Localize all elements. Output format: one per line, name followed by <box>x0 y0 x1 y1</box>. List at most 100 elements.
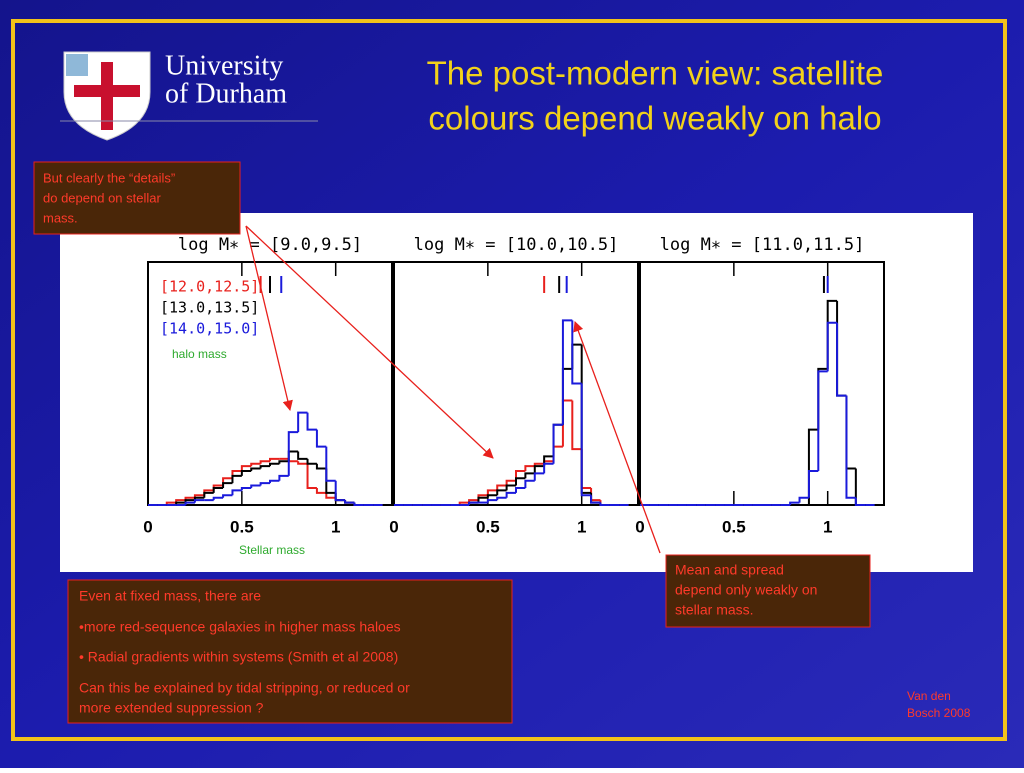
histogram-step <box>269 457 280 462</box>
callout-text: Mean and spread <box>675 562 784 578</box>
panel-title: log M∗ = [9.0,9.5] <box>178 235 362 255</box>
note-text: • Radial gradients within systems (Smith… <box>79 649 398 665</box>
histogram-step <box>826 321 838 372</box>
x-tick-label: 0 <box>143 517 152 536</box>
histogram-step <box>193 499 205 503</box>
x-tick-label: 0 <box>389 517 398 536</box>
histogram-step <box>486 494 498 498</box>
histogram-step <box>315 487 327 494</box>
histogram-step <box>789 501 800 505</box>
histogram-step <box>798 496 809 503</box>
histogram-step <box>543 462 554 474</box>
panel-title: log M∗ = [11.0,11.5] <box>660 235 865 255</box>
x-axis-label: Stellar mass <box>239 543 305 557</box>
histogram-step <box>496 496 507 501</box>
charts: log M∗ = [9.0,9.5] 0 0.5 1 [12.0,12.5] [13.0,… <box>143 235 885 557</box>
histogram-step <box>817 370 828 471</box>
logo: University of Durham <box>60 50 318 141</box>
histogram-step <box>353 502 364 506</box>
histogram-step <box>854 497 866 506</box>
histogram-step <box>468 501 479 505</box>
legend-entry: [14.0,15.0] <box>160 320 259 338</box>
histogram-step <box>315 429 327 448</box>
histogram-step <box>240 465 252 471</box>
histogram-step <box>306 458 317 465</box>
histogram-step <box>269 479 280 484</box>
histogram-step <box>845 395 856 499</box>
histogram-step <box>231 489 242 496</box>
histogram-step <box>297 451 308 460</box>
histogram-step <box>325 492 336 499</box>
notes-box <box>67 579 513 724</box>
histogram-step <box>222 482 233 488</box>
plot-frame <box>147 261 393 506</box>
histogram-step <box>524 479 535 488</box>
histogram-step <box>533 465 545 474</box>
note-text: Can this be explained by tidal stripping… <box>79 680 410 696</box>
callout-text: But clearly the “details” <box>43 170 175 185</box>
histogram-step <box>306 412 317 431</box>
histogram-step <box>231 474 242 484</box>
histogram-step <box>836 322 847 397</box>
histogram-step <box>297 461 308 465</box>
histogram-step <box>486 489 498 496</box>
x-tick-label: 0 <box>635 517 644 536</box>
histogram-step <box>259 460 270 464</box>
histogram-step <box>515 486 526 493</box>
histogram-step <box>259 482 270 486</box>
histogram-step <box>496 484 507 491</box>
histogram-step <box>250 484 261 488</box>
logo-text: of Durham <box>165 78 287 109</box>
histogram-step <box>269 462 280 467</box>
histogram-step <box>212 496 224 501</box>
x-tick-label: 1 <box>823 517 832 536</box>
histogram-step <box>571 400 582 451</box>
histogram-step <box>496 489 507 496</box>
histogram-step <box>240 486 252 491</box>
plot-frame <box>393 261 639 506</box>
note-text: •more red-sequence galaxies in higher ma… <box>79 619 401 635</box>
histogram-step <box>505 484 516 491</box>
histogram-step <box>344 500 355 504</box>
credit: Van den <box>907 689 951 703</box>
histogram-step <box>250 467 261 471</box>
histogram-step <box>297 411 308 433</box>
legend-title: halo mass <box>172 347 227 361</box>
x-tick-label: 0.5 <box>476 517 500 536</box>
x-tick-label: 1 <box>331 517 340 536</box>
histogram-step <box>515 477 526 486</box>
histogram-step <box>599 502 610 506</box>
histogram-step <box>334 480 346 502</box>
frame <box>11 19 1007 741</box>
histogram-step <box>184 501 195 505</box>
callout-text: mass. <box>43 210 78 225</box>
histogram-step <box>477 496 488 503</box>
histogram-step <box>505 479 516 486</box>
callout-text: stellar mass. <box>675 602 754 618</box>
callout-box <box>33 161 241 235</box>
histogram-step <box>250 462 261 467</box>
histogram-step <box>259 465 270 469</box>
histogram-step <box>287 431 299 476</box>
histogram-step <box>203 491 214 498</box>
histogram-step <box>524 472 535 479</box>
credit: Bosch 2008 <box>907 706 971 720</box>
note-text: more extended suppression ? <box>79 700 264 716</box>
histogram-step <box>212 486 224 493</box>
x-tick-label: 0.5 <box>722 517 746 536</box>
histogram-step <box>315 463 327 470</box>
slide-title: The post-modern view: satellite <box>427 55 884 92</box>
histogram-step <box>580 383 592 497</box>
x-tick-label: 1 <box>577 517 586 536</box>
callout-text: depend only weakly on <box>675 582 817 598</box>
histogram-step <box>561 319 573 425</box>
histogram-step <box>524 465 535 471</box>
histogram-step <box>222 494 233 498</box>
panel-title: log M∗ = [10.0,10.5] <box>414 235 619 255</box>
histogram-step <box>486 499 498 503</box>
histogram-step <box>325 446 336 482</box>
histogram-step <box>571 320 582 385</box>
histogram-step <box>807 469 819 498</box>
slide-title: colours depend weakly on halo <box>428 100 881 137</box>
callout-text: do depend on stellar <box>43 190 161 205</box>
